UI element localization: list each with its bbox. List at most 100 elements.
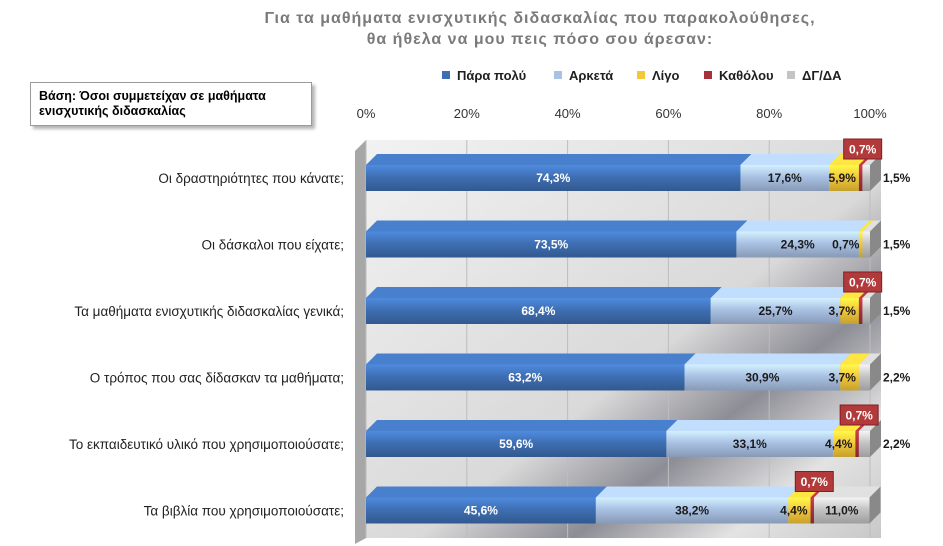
bar-segment-katholou (858, 165, 863, 191)
data-label: 4,4% (825, 437, 853, 451)
bar-segment-ligo (788, 497, 811, 524)
bar-top-para-poly (366, 287, 722, 298)
bar-segment-ligo (840, 364, 859, 391)
category-label: Οι δάσκαλοι που είχατε; (201, 238, 344, 253)
bar-top-arketa (684, 353, 852, 365)
bar-segment-arketa (595, 497, 789, 524)
legend-item-dg-da: ΔΓ/ΔΑ (787, 68, 842, 83)
bar-end-face (870, 353, 881, 391)
legend-label: Καθόλου (719, 68, 774, 83)
legend-item-katholou: Καθόλου (704, 68, 774, 83)
data-label: 5,9% (829, 171, 857, 185)
bar-top-para-poly (366, 154, 752, 165)
data-label: 3,7% (829, 371, 857, 385)
category-label: Το εκπαιδευτικό υλικό που χρησιμοποιούσα… (69, 437, 344, 452)
legend-swatch (637, 71, 645, 79)
bar-segment-ligo (829, 165, 859, 191)
bar-segment-dg-da (858, 364, 870, 391)
bar-top-dg-da (862, 220, 881, 232)
data-label: 4,4% (780, 504, 808, 518)
data-label: 2,2% (883, 437, 911, 451)
bar-segment-para-poly (366, 165, 741, 191)
chart-title: Για τα μαθήματα ενισχυτικής διδασκαλίας … (190, 8, 890, 50)
bar-top-arketa (666, 420, 845, 431)
legend-swatch (442, 71, 450, 79)
data-label: 74,3% (536, 171, 570, 185)
x-tick-label: 80% (756, 106, 782, 121)
x-tick-label: 40% (555, 106, 581, 121)
callout-box (794, 471, 834, 492)
data-label: 11,0% (825, 504, 859, 518)
bar-segment-dg-da (862, 231, 870, 258)
data-label: 1,5% (883, 171, 911, 185)
legend-label: Λίγο (652, 68, 680, 83)
bar-top-para-poly (366, 353, 696, 365)
data-label: 0,7% (849, 276, 877, 290)
data-label: 73,5% (534, 238, 568, 252)
data-label: 0,7% (832, 238, 860, 252)
bar-top-arketa (736, 220, 870, 232)
x-tick-label: 0% (357, 106, 376, 121)
bar-top-ligo (840, 353, 870, 365)
bar-segment-para-poly (366, 298, 711, 324)
legend-item-ligo: Λίγο (637, 68, 679, 83)
bar-top-arketa (595, 486, 800, 498)
bar-top-dg-da (858, 353, 881, 365)
bar-segment-ligo (840, 298, 859, 324)
callout-box (843, 271, 883, 293)
data-label: 1,5% (883, 238, 911, 252)
bar-top-para-poly (366, 220, 748, 232)
legend-label: ΔΓ/ΔΑ (802, 68, 842, 83)
bar-top-ligo (858, 220, 874, 232)
category-label: Ο τρόπος που σας δίδασκαν τα μαθήματα; (90, 371, 344, 386)
bar-segment-dg-da (814, 497, 870, 524)
category-label: Τα μαθήματα ενισχυτικής διδασκαλίας γενι… (74, 304, 344, 319)
x-tick-label: 60% (655, 106, 681, 121)
bar-end-face (870, 220, 881, 258)
bar-end-face (870, 287, 881, 324)
data-label: 3,7% (829, 304, 857, 318)
legend-swatch (787, 71, 795, 79)
bar-segment-ligo (858, 231, 863, 258)
data-label: 38,2% (675, 504, 709, 518)
x-tick-label: 20% (454, 106, 480, 121)
data-label: 0,7% (849, 143, 877, 157)
bar-segment-para-poly (366, 364, 685, 391)
bar-segment-katholou (810, 497, 815, 524)
bar-segment-para-poly (366, 431, 667, 457)
data-label: 30,9% (745, 371, 779, 385)
data-label: 2,2% (883, 371, 911, 385)
bar-top-para-poly (366, 486, 607, 498)
bar-segment-para-poly (366, 497, 596, 524)
bar-segment-katholou (855, 431, 859, 457)
data-label: 24,3% (781, 238, 815, 252)
bar-segment-ligo (833, 431, 856, 457)
data-label: 17,6% (768, 171, 802, 185)
legend-swatch (554, 71, 562, 79)
data-label: 59,6% (499, 437, 533, 451)
legend-swatch (704, 71, 712, 79)
callout-box (839, 404, 879, 426)
bar-end-face (870, 420, 881, 457)
chart-title-line2: θα ήθελα να μου πεις πόσο σου άρεσαν: (366, 31, 714, 48)
bar-end-face (870, 154, 881, 191)
data-label: 25,7% (758, 304, 792, 318)
bar-segment-arketa (740, 165, 830, 191)
bar-segment-katholou (858, 298, 863, 324)
legend-label: Πάρα πολύ (457, 68, 527, 83)
bar-end-face (869, 486, 881, 524)
legend-item-arketa: Αρκετά (554, 68, 613, 83)
data-label: 45,6% (464, 504, 498, 518)
chart-title-line1: Για τα μαθήματα ενισχυτικής διδασκαλίας … (264, 10, 816, 27)
bar-segment-dg-da (862, 165, 870, 191)
data-label: 0,7% (801, 475, 829, 489)
bar-top-para-poly (366, 420, 678, 431)
bar-segment-para-poly (366, 231, 737, 258)
category-label: Οι δραστηριότητες που κάνατε; (158, 171, 344, 186)
data-label: 1,5% (883, 304, 911, 318)
bar-top-arketa (710, 287, 852, 298)
data-label: 68,4% (521, 304, 555, 318)
callout-box (843, 138, 883, 160)
x-tick-label: 100% (853, 106, 887, 121)
